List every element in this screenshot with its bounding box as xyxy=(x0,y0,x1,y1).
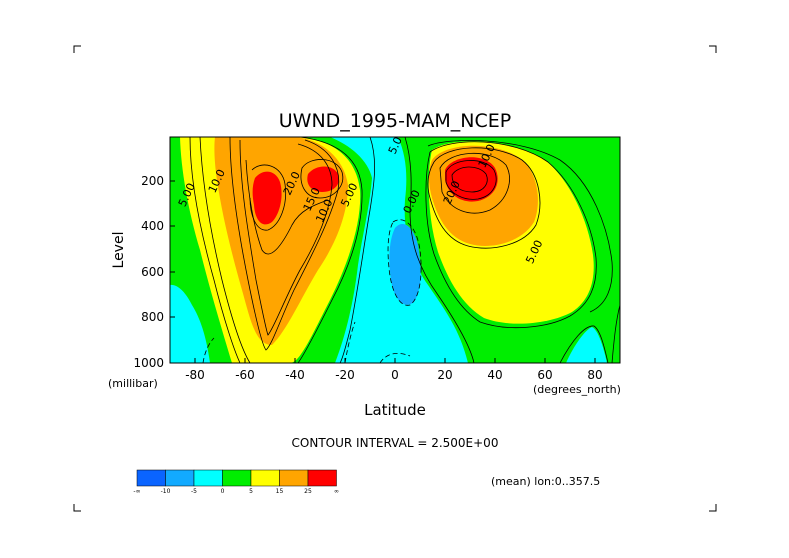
colorbar-swatch xyxy=(250,469,280,487)
easterly-core xyxy=(389,224,421,305)
x-axis-units: (degrees_north) xyxy=(533,383,621,396)
x-tick-label: -40 xyxy=(285,368,305,382)
x-tick-label: 40 xyxy=(487,368,502,382)
colorbar-swatch xyxy=(279,469,309,487)
x-tick-labels: -80 -60 -40 -20 0 20 40 60 80 xyxy=(185,368,602,382)
y-axis-units: (millibar) xyxy=(108,377,158,390)
sh-jet-core-east xyxy=(307,166,340,192)
colorbar-swatch xyxy=(165,469,195,487)
sh-jet-core-west xyxy=(252,171,282,225)
x-tick-label: -20 xyxy=(335,368,355,382)
contour-field xyxy=(170,137,620,363)
colorbar-swatch xyxy=(193,469,223,487)
chart-title: UWND_1995-MAM_NCEP xyxy=(279,110,511,132)
x-tick-label: 20 xyxy=(437,368,452,382)
north-polar-fill xyxy=(566,327,607,363)
axis-ticks xyxy=(169,180,596,363)
y-tick-label: 1000 xyxy=(133,356,164,370)
x-tick-label: -80 xyxy=(185,368,205,382)
colorbar: -∞ -10 -5 0 5 15 25 ∞ xyxy=(133,469,339,495)
south-polar-easterly-fill xyxy=(170,284,210,363)
colorbar-label: 5 xyxy=(249,488,253,495)
contour-interval-text: CONTOUR INTERVAL = 2.500E+00 xyxy=(292,436,499,450)
colorbar-label: -10 xyxy=(161,488,171,495)
colorbar-swatch xyxy=(307,469,337,487)
y-tick-label: 600 xyxy=(141,265,164,279)
x-tick-label: -60 xyxy=(235,368,255,382)
colorbar-swatch xyxy=(136,469,166,487)
colorbar-label: -∞ xyxy=(133,488,140,495)
y-tick-label: 200 xyxy=(141,174,164,188)
colorbar-swatch xyxy=(222,469,252,487)
colorbar-label: 0 xyxy=(221,488,225,495)
nh-jet-core xyxy=(445,157,498,202)
y-tick-labels: 1000 800 600 400 200 xyxy=(133,174,164,370)
averaging-text: (mean) lon:0..357.5 xyxy=(491,475,600,488)
x-tick-label: 80 xyxy=(587,368,602,382)
colorbar-label: ∞ xyxy=(334,488,339,495)
colorbar-label: 15 xyxy=(276,488,284,495)
x-tick-label: 60 xyxy=(537,368,552,382)
x-tick-label: 0 xyxy=(391,368,399,382)
contour-lines xyxy=(189,137,620,363)
colorbar-label: -5 xyxy=(191,488,197,495)
x-axis-label: Latitude xyxy=(364,401,426,419)
corner-marks xyxy=(73,45,717,512)
y-axis-label: Level xyxy=(111,232,127,269)
y-tick-label: 800 xyxy=(141,310,164,324)
colorbar-label: 25 xyxy=(304,488,312,495)
y-tick-label: 400 xyxy=(141,219,164,233)
